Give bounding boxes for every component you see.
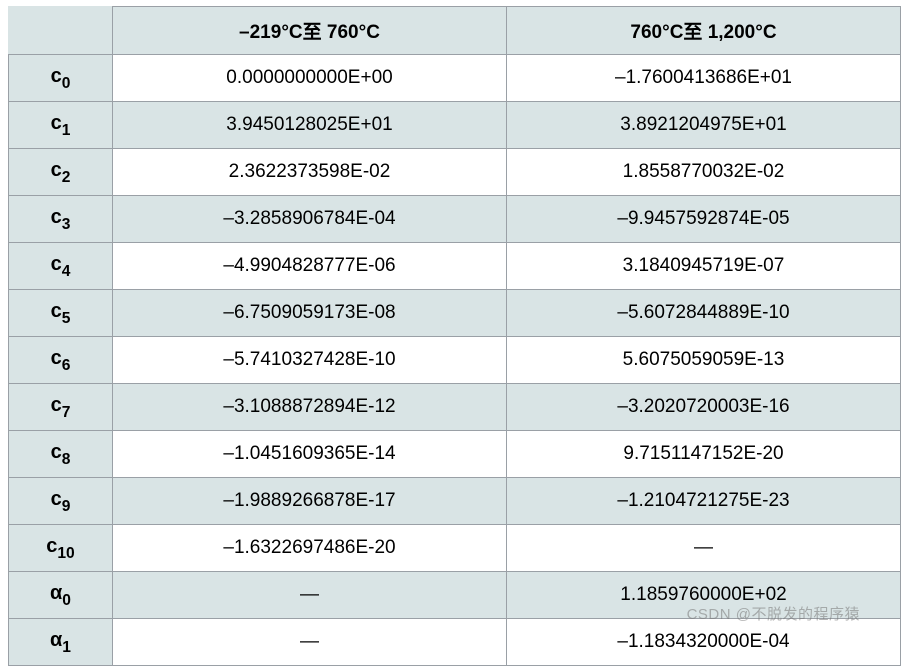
cell-range2: 9.7151147152E-20 bbox=[507, 431, 901, 478]
cell-range2: –5.6072844889E-10 bbox=[507, 290, 901, 337]
cell-range1: 3.9450128025E+01 bbox=[113, 102, 507, 149]
cell-range2: –1.2104721275E-23 bbox=[507, 478, 901, 525]
row-label-base: c bbox=[51, 159, 62, 181]
row-label-base: c bbox=[51, 394, 62, 416]
cell-range1: –1.9889266878E-17 bbox=[113, 478, 507, 525]
cell-range2: 1.8558770032E-02 bbox=[507, 149, 901, 196]
cell-range1: –3.1088872894E-12 bbox=[113, 384, 507, 431]
row-label-sub: 6 bbox=[62, 357, 71, 374]
row-label-sub: 10 bbox=[57, 545, 74, 562]
table-body: c00.0000000000E+00–1.7600413686E+01c13.9… bbox=[9, 55, 901, 666]
cell-range2: –9.9457592874E-05 bbox=[507, 196, 901, 243]
table-row: c7–3.1088872894E-12–3.2020720003E-16 bbox=[9, 384, 901, 431]
row-label-base: α bbox=[50, 582, 62, 604]
row-label-base: α bbox=[50, 629, 62, 651]
table-row: c8–1.0451609365E-149.7151147152E-20 bbox=[9, 431, 901, 478]
column-header-range1: –219°C至 760°C bbox=[113, 7, 507, 55]
header-blank bbox=[9, 7, 113, 55]
cell-range2: –3.2020720003E-16 bbox=[507, 384, 901, 431]
row-label-base: c bbox=[51, 206, 62, 228]
row-label-base: c bbox=[46, 535, 57, 557]
table-row: c10–1.6322697486E-20— bbox=[9, 525, 901, 572]
row-label-sub: 7 bbox=[62, 404, 71, 421]
cell-range2: 1.1859760000E+02 bbox=[507, 572, 901, 619]
cell-range1: 2.3622373598E-02 bbox=[113, 149, 507, 196]
cell-range1: –5.7410327428E-10 bbox=[113, 337, 507, 384]
table-row: c6–5.7410327428E-105.6075059059E-13 bbox=[9, 337, 901, 384]
row-label-sub: 8 bbox=[62, 451, 71, 468]
cell-range1: –1.6322697486E-20 bbox=[113, 525, 507, 572]
cell-range1: –4.9904828777E-06 bbox=[113, 243, 507, 290]
row-label-base: c bbox=[51, 488, 62, 510]
row-label-sub: 0 bbox=[62, 592, 71, 609]
cell-range1: 0.0000000000E+00 bbox=[113, 55, 507, 102]
cell-range1: –6.7509059173E-08 bbox=[113, 290, 507, 337]
row-label-sub: 1 bbox=[62, 639, 71, 656]
row-label-sub: 5 bbox=[62, 310, 71, 327]
table-row: α1—–1.1834320000E-04 bbox=[9, 619, 901, 666]
row-label: c9 bbox=[9, 478, 113, 525]
cell-range1: –3.2858906784E-04 bbox=[113, 196, 507, 243]
row-label-base: c bbox=[51, 347, 62, 369]
row-label-base: c bbox=[51, 253, 62, 275]
row-label: α0 bbox=[9, 572, 113, 619]
table-row: α0—1.1859760000E+02 bbox=[9, 572, 901, 619]
cell-range2: 3.1840945719E-07 bbox=[507, 243, 901, 290]
cell-range2: –1.7600413686E+01 bbox=[507, 55, 901, 102]
row-label: c2 bbox=[9, 149, 113, 196]
cell-range2: 5.6075059059E-13 bbox=[507, 337, 901, 384]
row-label: c0 bbox=[9, 55, 113, 102]
cell-range2: –1.1834320000E-04 bbox=[507, 619, 901, 666]
cell-range1: — bbox=[113, 619, 507, 666]
table-row: c13.9450128025E+013.8921204975E+01 bbox=[9, 102, 901, 149]
cell-range1: — bbox=[113, 572, 507, 619]
row-label: c7 bbox=[9, 384, 113, 431]
row-label: c1 bbox=[9, 102, 113, 149]
table-row: c3–3.2858906784E-04–9.9457592874E-05 bbox=[9, 196, 901, 243]
table-row: c9–1.9889266878E-17–1.2104721275E-23 bbox=[9, 478, 901, 525]
cell-range2: — bbox=[507, 525, 901, 572]
row-label-base: c bbox=[51, 300, 62, 322]
row-label-sub: 4 bbox=[62, 263, 71, 280]
column-header-range2: 760°C至 1,200°C bbox=[507, 7, 901, 55]
row-label-sub: 0 bbox=[62, 75, 71, 92]
row-label-sub: 1 bbox=[62, 122, 71, 139]
row-label: c10 bbox=[9, 525, 113, 572]
row-label: c6 bbox=[9, 337, 113, 384]
table-header-row: –219°C至 760°C 760°C至 1,200°C bbox=[9, 7, 901, 55]
cell-range1: –1.0451609365E-14 bbox=[113, 431, 507, 478]
row-label-sub: 2 bbox=[62, 169, 71, 186]
table-row: c22.3622373598E-021.8558770032E-02 bbox=[9, 149, 901, 196]
row-label: c8 bbox=[9, 431, 113, 478]
row-label: c5 bbox=[9, 290, 113, 337]
row-label-base: c bbox=[51, 112, 62, 134]
row-label-base: c bbox=[51, 65, 62, 87]
row-label-base: c bbox=[51, 441, 62, 463]
coefficient-table: –219°C至 760°C 760°C至 1,200°C c00.0000000… bbox=[8, 6, 901, 666]
row-label: α1 bbox=[9, 619, 113, 666]
row-label: c3 bbox=[9, 196, 113, 243]
row-label-sub: 9 bbox=[62, 498, 71, 515]
table-row: c4–4.9904828777E-063.1840945719E-07 bbox=[9, 243, 901, 290]
row-label: c4 bbox=[9, 243, 113, 290]
cell-range2: 3.8921204975E+01 bbox=[507, 102, 901, 149]
table-row: c5–6.7509059173E-08–5.6072844889E-10 bbox=[9, 290, 901, 337]
table-row: c00.0000000000E+00–1.7600413686E+01 bbox=[9, 55, 901, 102]
row-label-sub: 3 bbox=[62, 216, 71, 233]
